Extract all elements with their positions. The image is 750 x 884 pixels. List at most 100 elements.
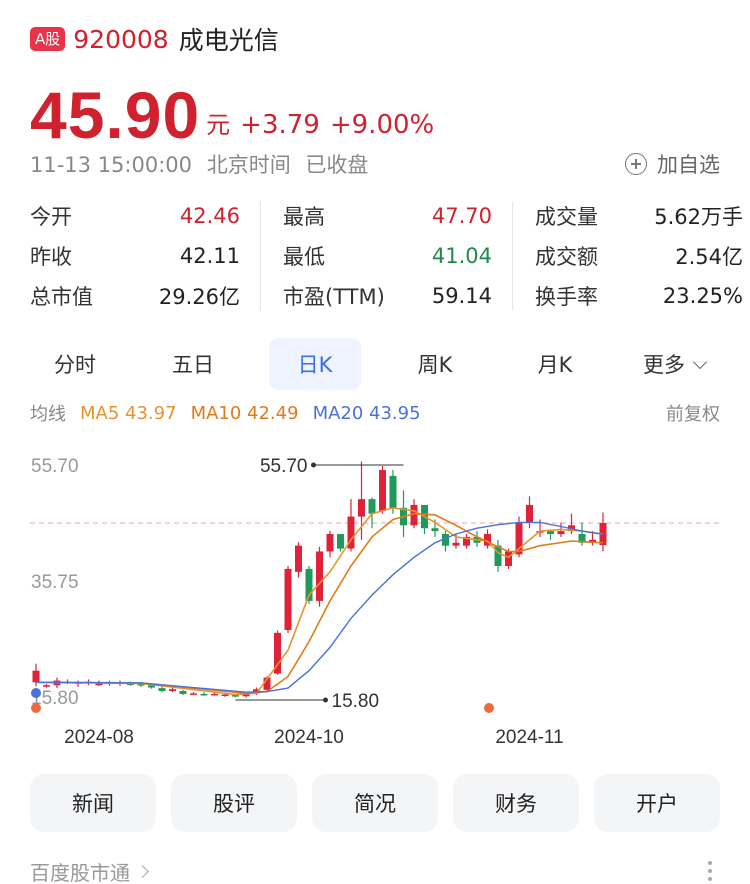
stat-market-cap: 总市值 29.26亿: [30, 276, 240, 316]
market-state: 已收盘: [305, 153, 369, 177]
stock-name: 成电光信: [178, 26, 279, 55]
source-link[interactable]: 百度股市通: [30, 857, 149, 884]
open-account-button[interactable]: 开户: [594, 774, 720, 832]
tab-label: 月K: [537, 353, 573, 377]
button-label: 简况: [354, 792, 396, 816]
candle-body: [305, 568, 313, 601]
candle-body: [515, 522, 523, 555]
candle-body: [179, 691, 187, 694]
source-label: 百度股市通: [30, 860, 130, 884]
stat-open: 今开 42.46: [30, 196, 240, 236]
candle-body: [274, 632, 281, 674]
candle-body: [326, 534, 334, 552]
candle-body: [368, 499, 376, 514]
comments-button[interactable]: 股评: [171, 774, 297, 832]
candle-body: [589, 539, 596, 543]
max-annotation-dot: [311, 462, 316, 468]
status-row: 11-13 15:00:00 北京时间 已收盘 加自选: [30, 146, 720, 182]
add-to-watchlist-button[interactable]: 加自选: [625, 149, 720, 179]
price-adjust-toggle[interactable]: 前复权: [666, 404, 720, 425]
button-label: 新闻: [72, 792, 114, 816]
stat-value: 23.25%: [662, 284, 743, 308]
tab-label: 日K: [297, 353, 333, 377]
ma-legend: 均线 MA5 43.97 MA10 42.49 MA20 43.95 前复权: [30, 398, 720, 428]
tab-intraday[interactable]: 分时: [30, 338, 120, 390]
stats-column-2: 最高 47.70 最低 41.04 市盈(TTM) 59.14: [283, 196, 492, 316]
y-axis-tick: 35.75: [31, 572, 79, 593]
tab-more[interactable]: 更多: [624, 338, 724, 390]
candle-body: [137, 684, 145, 686]
more-options-icon[interactable]: [700, 856, 720, 884]
stat-turnover-rate: 换手率 23.25%: [535, 276, 743, 316]
stat-value: 41.04: [431, 244, 492, 268]
stat-value: 42.46: [179, 204, 240, 228]
candle-body: [547, 531, 554, 535]
stat-pe-ttm: 市盈(TTM) 59.14: [283, 276, 492, 316]
candle-body: [358, 499, 365, 517]
candle-body: [379, 470, 386, 511]
stat-label: 最低: [283, 245, 325, 269]
tab-label: 五日: [172, 353, 214, 377]
event-marker: [484, 703, 494, 713]
candle-body: [263, 677, 271, 690]
stat-low: 最低 41.04: [283, 236, 492, 276]
stats-divider: [260, 202, 261, 310]
candle-body: [494, 545, 502, 567]
stat-turnover-amount: 成交额 2.54亿: [535, 236, 743, 276]
stat-label: 市盈(TTM): [283, 285, 385, 309]
candle-body: [232, 695, 239, 697]
tab-weekly-k[interactable]: 周K: [390, 338, 480, 390]
stat-high: 最高 47.70: [283, 196, 492, 236]
stock-code: 920008: [73, 24, 169, 54]
candle-body: [337, 534, 344, 549]
stat-label: 总市值: [30, 285, 93, 309]
candle-body: [295, 545, 302, 572]
y-axis-tick: 15.80: [31, 688, 79, 709]
candle-body: [410, 504, 418, 526]
trade-status: 11-13 15:00:00 北京时间 已收盘: [30, 149, 368, 179]
stock-header: A股 920008 成电光信: [30, 22, 279, 56]
ma-line-ma5: [35, 507, 604, 696]
stat-label: 昨收: [30, 245, 72, 269]
stat-value: 2.54亿: [675, 245, 743, 269]
candlestick-chart[interactable]: 55.70 35.75 15.80 2024-08 2024-10 2024-11 55.7…: [0, 438, 750, 758]
news-button[interactable]: 新闻: [30, 774, 156, 832]
candle-body: [316, 551, 323, 601]
candle-body: [211, 693, 218, 696]
footer: 百度股市通: [30, 856, 720, 884]
profile-button[interactable]: 简况: [312, 774, 438, 832]
ma5-value: MA5 43.97: [80, 402, 177, 424]
price-unit: 元: [206, 111, 231, 139]
button-label: 财务: [495, 792, 537, 816]
market-badge: A股: [30, 27, 66, 51]
candle-body: [200, 693, 208, 696]
candle-body: [463, 536, 470, 546]
stat-value: 42.11: [179, 244, 240, 268]
max-annotation-label: 55.70: [260, 456, 308, 477]
chart-period-tabs: 分时 五日 日K 周K 月K 更多: [30, 338, 730, 390]
add-circle-icon: [625, 153, 647, 175]
candle-body: [158, 688, 166, 692]
ma-line-ma20: [35, 521, 604, 693]
finance-button[interactable]: 财务: [453, 774, 579, 832]
candle-body: [221, 694, 229, 697]
stat-label: 换手率: [535, 285, 598, 309]
y-axis-tick: 55.70: [31, 456, 79, 477]
candle-body: [505, 551, 512, 567]
stat-value: 59.14: [431, 284, 492, 308]
quote-stats: 今开 42.46 昨收 42.11 总市值 29.26亿 最高 47.70 最低 41.0…: [30, 196, 745, 316]
tab-label: 分时: [54, 353, 96, 377]
stat-volume: 成交量 5.62万手: [535, 196, 743, 236]
tab-daily-k[interactable]: 日K: [269, 338, 361, 390]
tab-monthly-k[interactable]: 月K: [510, 338, 600, 390]
chevron-down-icon: [692, 354, 708, 369]
ma-title: 均线: [30, 404, 66, 425]
stat-prev-close: 昨收 42.11: [30, 236, 240, 276]
stat-label: 最高: [283, 205, 325, 229]
candle-body: [284, 568, 292, 630]
tab-five-day[interactable]: 五日: [148, 338, 238, 390]
button-label: 开户: [636, 792, 678, 816]
timezone-label: 北京时间: [206, 153, 291, 177]
candle-body: [169, 689, 176, 692]
stat-value: 29.26亿: [158, 285, 240, 309]
